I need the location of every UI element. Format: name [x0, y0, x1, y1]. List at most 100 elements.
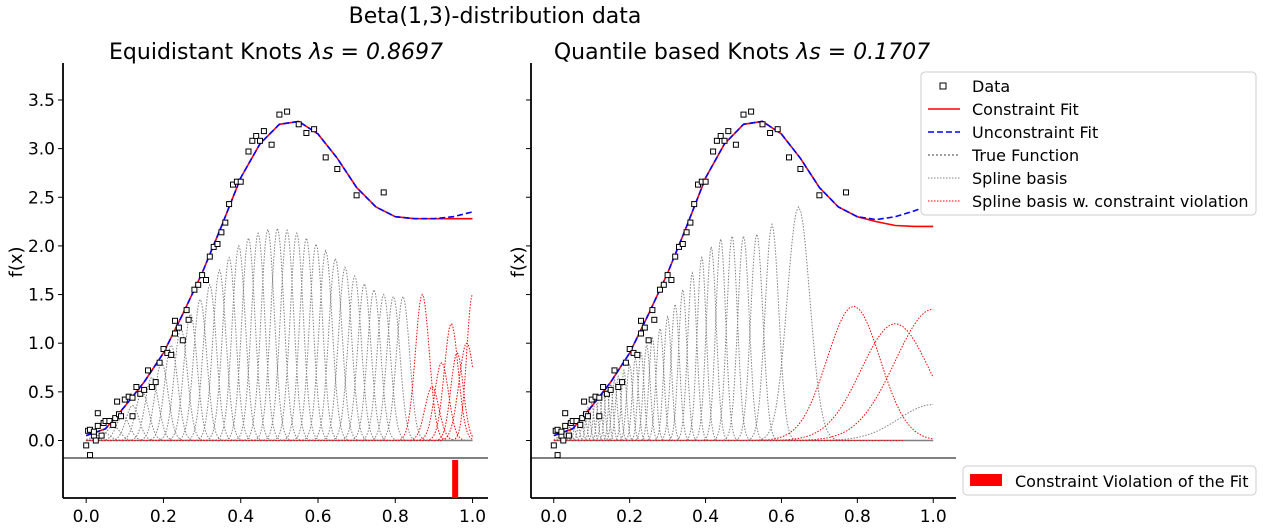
data-point-61: [311, 126, 318, 133]
legend-frame: [920, 71, 1257, 216]
y-tick-label-0: 0.0: [28, 431, 55, 451]
data-point-17: [584, 413, 591, 420]
spline-basis-19: [623, 357, 648, 441]
right-panel-basis-layer: [553, 205, 934, 442]
data-point-24: [607, 386, 614, 393]
spline-basis-30: [357, 293, 410, 441]
spline-basis-31: [367, 295, 420, 441]
data-point-37: [651, 316, 658, 323]
data-point-21: [596, 394, 603, 401]
legend-label-0: Data: [972, 77, 1010, 96]
data-point-28: [622, 359, 629, 366]
left-panel-title: Equidistant Knots λs = 0.8697: [109, 40, 443, 65]
left-panel-basis-layer: [86, 226, 473, 442]
y-tick-label-2: 1.0: [28, 334, 55, 354]
spline-basis-9: [582, 402, 601, 441]
spline-basis-4: [106, 404, 159, 441]
x-tick-label-3: 0.6: [304, 507, 331, 527]
data-point-29: [160, 346, 167, 352]
spline-basis-21: [270, 231, 324, 441]
spline-basis-23: [289, 242, 343, 441]
data-point-13: [577, 421, 584, 428]
data-point-20: [596, 413, 603, 420]
data-point-64: [353, 192, 360, 199]
spline-basis-11: [590, 394, 609, 441]
data-point-38: [657, 286, 663, 293]
spline-basis-22: [638, 336, 667, 441]
spline-basis-11: [173, 298, 227, 441]
spline-basis-18: [617, 363, 642, 441]
spline-basis-7: [575, 410, 594, 441]
data-point-55: [725, 128, 732, 135]
left-panel-title-text: Equidistant Knots: [109, 40, 309, 65]
data-point-8: [94, 410, 101, 417]
data-point-62: [322, 154, 329, 161]
data-point-37: [185, 316, 192, 323]
data-point-14: [579, 415, 586, 422]
spline-basis-27: [328, 274, 381, 441]
spline-basis-27: [674, 271, 711, 441]
data-point-46: [687, 219, 694, 226]
x-tick-label-4: 0.8: [844, 507, 871, 527]
data-point-47: [226, 201, 233, 208]
legend-label-5: Spline basis w. constraint violation: [972, 192, 1249, 211]
data-point-5: [558, 428, 565, 435]
spline-basis-29: [347, 288, 401, 441]
right-panel-axes: 0.0 0.2 0.4 0.6 0.8 1.0: [526, 63, 956, 527]
x-tick-label-5: 1.0: [459, 507, 486, 527]
data-point-41: [203, 277, 209, 283]
spline-basis-8: [578, 406, 597, 441]
data-point-57: [276, 111, 283, 118]
data-point-0: [83, 442, 90, 449]
right-panel-title-math: λs = 0.1707: [795, 40, 930, 65]
right-panel: Quantile based Knots λs = 0.1707 f(x) 0.…: [508, 40, 956, 527]
spline-basis-13: [193, 268, 246, 441]
y-tick-label-5: 2.5: [28, 188, 55, 208]
data-point-26: [148, 384, 155, 390]
spline-basis-24: [299, 249, 353, 441]
data-point-56: [732, 141, 739, 148]
left-panel-ylabel: f(x): [6, 246, 27, 277]
legend-marker-0: [939, 82, 947, 90]
y-tick-label-4: 2.0: [28, 237, 55, 257]
data-point-45: [683, 229, 690, 236]
data-point-9: [565, 432, 572, 439]
data-point-56: [268, 141, 275, 148]
x-tick-label-1: 0.2: [616, 507, 643, 527]
spline-basis-16: [607, 375, 629, 441]
data-point-59: [759, 121, 766, 128]
data-point-3: [554, 452, 561, 459]
left-panel-axes: 0.0 0.5 1.0 1.5 2.0 2.5 3.0 3.5 0.0 0.2 0.4 0.6 0.8 1…: [28, 63, 488, 527]
data-point-32: [172, 330, 178, 337]
data-point-33: [172, 317, 178, 324]
data-point-59: [295, 121, 302, 128]
data-point-26: [615, 384, 622, 390]
spline-basis-32: [376, 295, 430, 441]
data-point-6: [560, 437, 567, 444]
spline-basis-12: [183, 283, 237, 441]
data-point-40: [664, 272, 671, 279]
violation-legend: Constraint Violation of the Fit: [962, 465, 1257, 496]
y-tick-label-3: 1.5: [28, 286, 55, 306]
spline-basis-21: [633, 343, 661, 441]
data-point-6: [92, 437, 99, 444]
data-point-13: [110, 421, 117, 428]
data-point-42: [206, 253, 213, 260]
data-point-5: [90, 428, 97, 435]
data-point-32: [638, 330, 644, 337]
spline-basis-violation-0: [747, 305, 934, 441]
data-point-31: [634, 351, 641, 358]
x-tick-label-0: 0.0: [540, 507, 567, 527]
x-tick-label-0: 0.0: [73, 507, 100, 527]
spline-basis-29: [691, 246, 732, 441]
legend-label-2: Unconstraint Fit: [972, 123, 1098, 142]
data-point-23: [137, 390, 144, 397]
data-point-34: [641, 324, 648, 331]
data-point-61: [774, 126, 781, 133]
spline-basis-violation-2: [413, 361, 470, 441]
data-point-50: [237, 178, 244, 185]
data-point-24: [141, 386, 148, 393]
spline-basis-17: [231, 231, 285, 441]
data-point-31: [168, 351, 175, 358]
spline-basis-10: [586, 398, 605, 441]
